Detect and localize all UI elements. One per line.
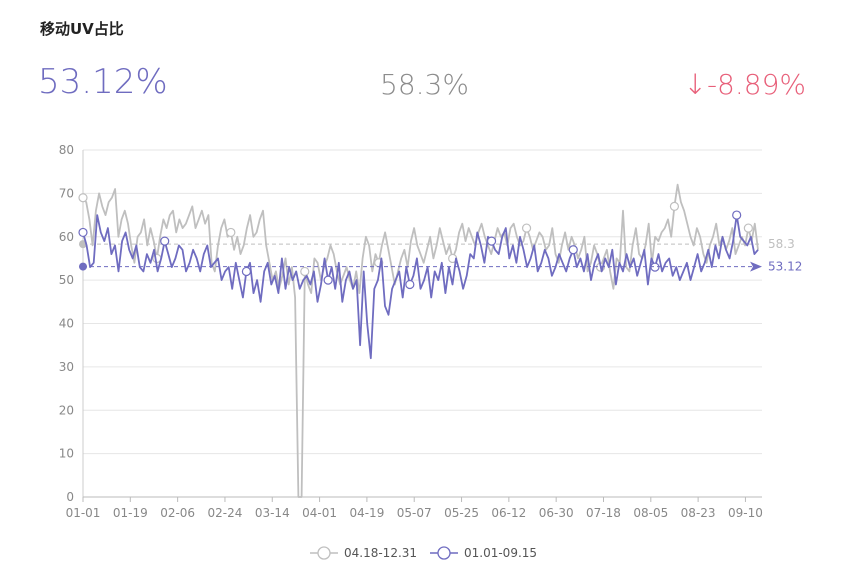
y-tick-label: 70 [59, 186, 74, 200]
x-tick-label: 01-19 [113, 506, 148, 520]
x-tick-label: 05-07 [397, 506, 432, 520]
change-value: ↓-8.89% [683, 68, 806, 101]
series-marker-current [323, 275, 333, 285]
series-marker-current [732, 210, 742, 220]
series-line-previous [82, 183, 759, 498]
y-tick-label: 50 [59, 273, 74, 287]
legend-label-previous: 04.18-12.31 [344, 546, 417, 560]
series-marker-current [650, 262, 660, 272]
legend-marker-previous [317, 546, 331, 560]
y-tick-label: 0 [66, 490, 74, 504]
series-marker-current [78, 227, 88, 238]
series-marker-previous [521, 223, 532, 233]
x-tick-label: 01-01 [66, 506, 101, 520]
y-tick-label: 80 [59, 143, 74, 157]
y-tick-label: 60 [59, 230, 74, 244]
average-label-previous: 58.3 [768, 237, 795, 251]
series-line-current [82, 214, 759, 360]
current-value: 53.12% [38, 62, 168, 102]
x-tick-label: 08-05 [633, 506, 668, 520]
previous-value: 58.3% [380, 68, 469, 101]
x-tick-label: 02-24 [208, 506, 243, 520]
series-marker-previous [669, 201, 680, 211]
series-marker-current [486, 236, 497, 246]
x-tick-label: 06-12 [491, 506, 526, 520]
y-tick-label: 20 [59, 403, 74, 417]
x-tick-label: 08-23 [681, 506, 716, 520]
average-label-current: 53.12 [768, 260, 802, 274]
series-marker-previous [226, 227, 236, 238]
series-marker-current [241, 266, 252, 277]
y-tick-label: 30 [59, 360, 74, 374]
series-marker-previous [78, 193, 88, 203]
x-tick-label: 04-01 [302, 506, 337, 520]
y-tick-label: 40 [59, 317, 74, 331]
series-marker-previous [300, 266, 310, 277]
x-tick-label: 04-19 [349, 506, 384, 520]
x-tick-label: 02-06 [160, 506, 195, 520]
series-marker-previous [743, 223, 753, 233]
y-tick-label: 10 [59, 447, 74, 461]
x-tick-label: 07-18 [586, 506, 621, 520]
legend-label-current: 01.01-09.15 [464, 546, 537, 560]
series-marker-current [405, 279, 415, 290]
legend-marker-current [437, 546, 451, 560]
x-tick-label: 09-10 [728, 506, 763, 520]
average-dot-current [79, 262, 87, 271]
series-marker-current [568, 245, 578, 255]
average-arrow-current [750, 261, 762, 272]
x-tick-label: 03-14 [255, 506, 290, 520]
series-marker-current [160, 236, 170, 246]
x-tick-label: 06-30 [539, 506, 574, 520]
page-title: 移动UV占比 [40, 20, 124, 38]
x-tick-label: 05-25 [444, 506, 479, 520]
